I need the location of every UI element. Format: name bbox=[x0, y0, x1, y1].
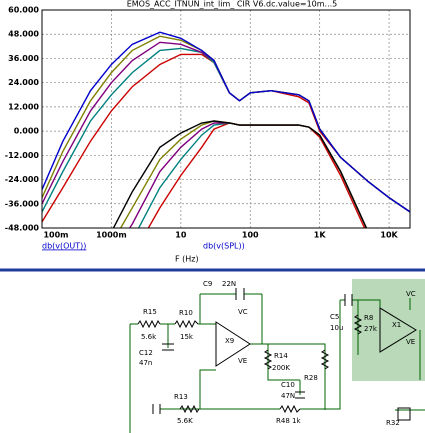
x-axis-label: F (Hz) bbox=[175, 255, 199, 264]
highlight-box bbox=[352, 279, 425, 381]
label: VE bbox=[238, 357, 247, 365]
label: C10 bbox=[281, 381, 295, 389]
label: 200K bbox=[272, 364, 290, 372]
label: VC bbox=[238, 308, 248, 316]
x-tick-label: 1000m bbox=[96, 231, 127, 240]
label: R28 bbox=[304, 374, 318, 382]
label: C9 bbox=[203, 280, 212, 288]
label: X1 bbox=[392, 321, 401, 329]
label: R8 bbox=[364, 314, 373, 322]
x-tick-label: 100m bbox=[43, 231, 68, 240]
wire bbox=[129, 293, 425, 433]
x-tick-label: 100 bbox=[242, 231, 259, 240]
label: R10 bbox=[179, 309, 193, 317]
y-tick-label: 48.000 bbox=[8, 30, 39, 39]
x-tick-label: 1K bbox=[314, 231, 327, 240]
y-tick-label: 0.000 bbox=[14, 127, 40, 136]
x-tick-label: 10 bbox=[175, 231, 187, 240]
series-line bbox=[112, 120, 368, 228]
plot-frame bbox=[41, 9, 411, 229]
label: 15k bbox=[180, 333, 194, 341]
op-amp bbox=[215, 307, 417, 367]
label: R15 bbox=[143, 308, 157, 316]
label: 22N bbox=[222, 280, 236, 288]
label: R48 1k bbox=[276, 417, 301, 425]
label: R32 bbox=[386, 419, 400, 427]
y-tick-label: -12.000 bbox=[5, 151, 40, 160]
series-line bbox=[42, 31, 410, 213]
label: 10u bbox=[330, 324, 343, 332]
y-tick-label: 12.000 bbox=[8, 102, 39, 111]
label: C5 bbox=[330, 313, 339, 321]
legend-entry: db(v(OUT)) bbox=[42, 242, 86, 251]
label: VE bbox=[406, 338, 415, 346]
capacitor bbox=[152, 288, 353, 414]
label: C12 bbox=[139, 349, 153, 357]
y-tick-label: 36.000 bbox=[8, 54, 39, 63]
label: VC bbox=[406, 290, 416, 298]
plot-area bbox=[42, 10, 410, 228]
schematic: C9 22N R15 5.6k R10 15k VC X9 VE C12 47n… bbox=[129, 279, 425, 433]
label: R13 bbox=[174, 393, 188, 401]
y-tick-label: -24.000 bbox=[5, 175, 40, 184]
resistor bbox=[137, 314, 411, 421]
label: X9 bbox=[225, 337, 234, 345]
label: 5.6k bbox=[141, 333, 157, 341]
series-group bbox=[42, 31, 410, 228]
legend-entry: db(v(SPL)) bbox=[203, 242, 245, 251]
y-tick-label: -48.000 bbox=[5, 224, 40, 233]
chart-title: EMOS_ACC_ITNUN_int_lim_ CIR V6.dc.value=… bbox=[127, 0, 338, 9]
y-tick-label: 24.000 bbox=[8, 78, 39, 87]
label: 5.6K bbox=[177, 417, 193, 425]
label: 27k bbox=[364, 325, 378, 333]
x-tick-label: 10K bbox=[380, 231, 398, 240]
label: 47n bbox=[139, 359, 152, 367]
y-tick-label: 60.000 bbox=[8, 6, 39, 15]
label: R14 bbox=[274, 352, 288, 360]
label: 47N bbox=[281, 392, 295, 400]
y-tick-label: -36.000 bbox=[5, 199, 40, 208]
